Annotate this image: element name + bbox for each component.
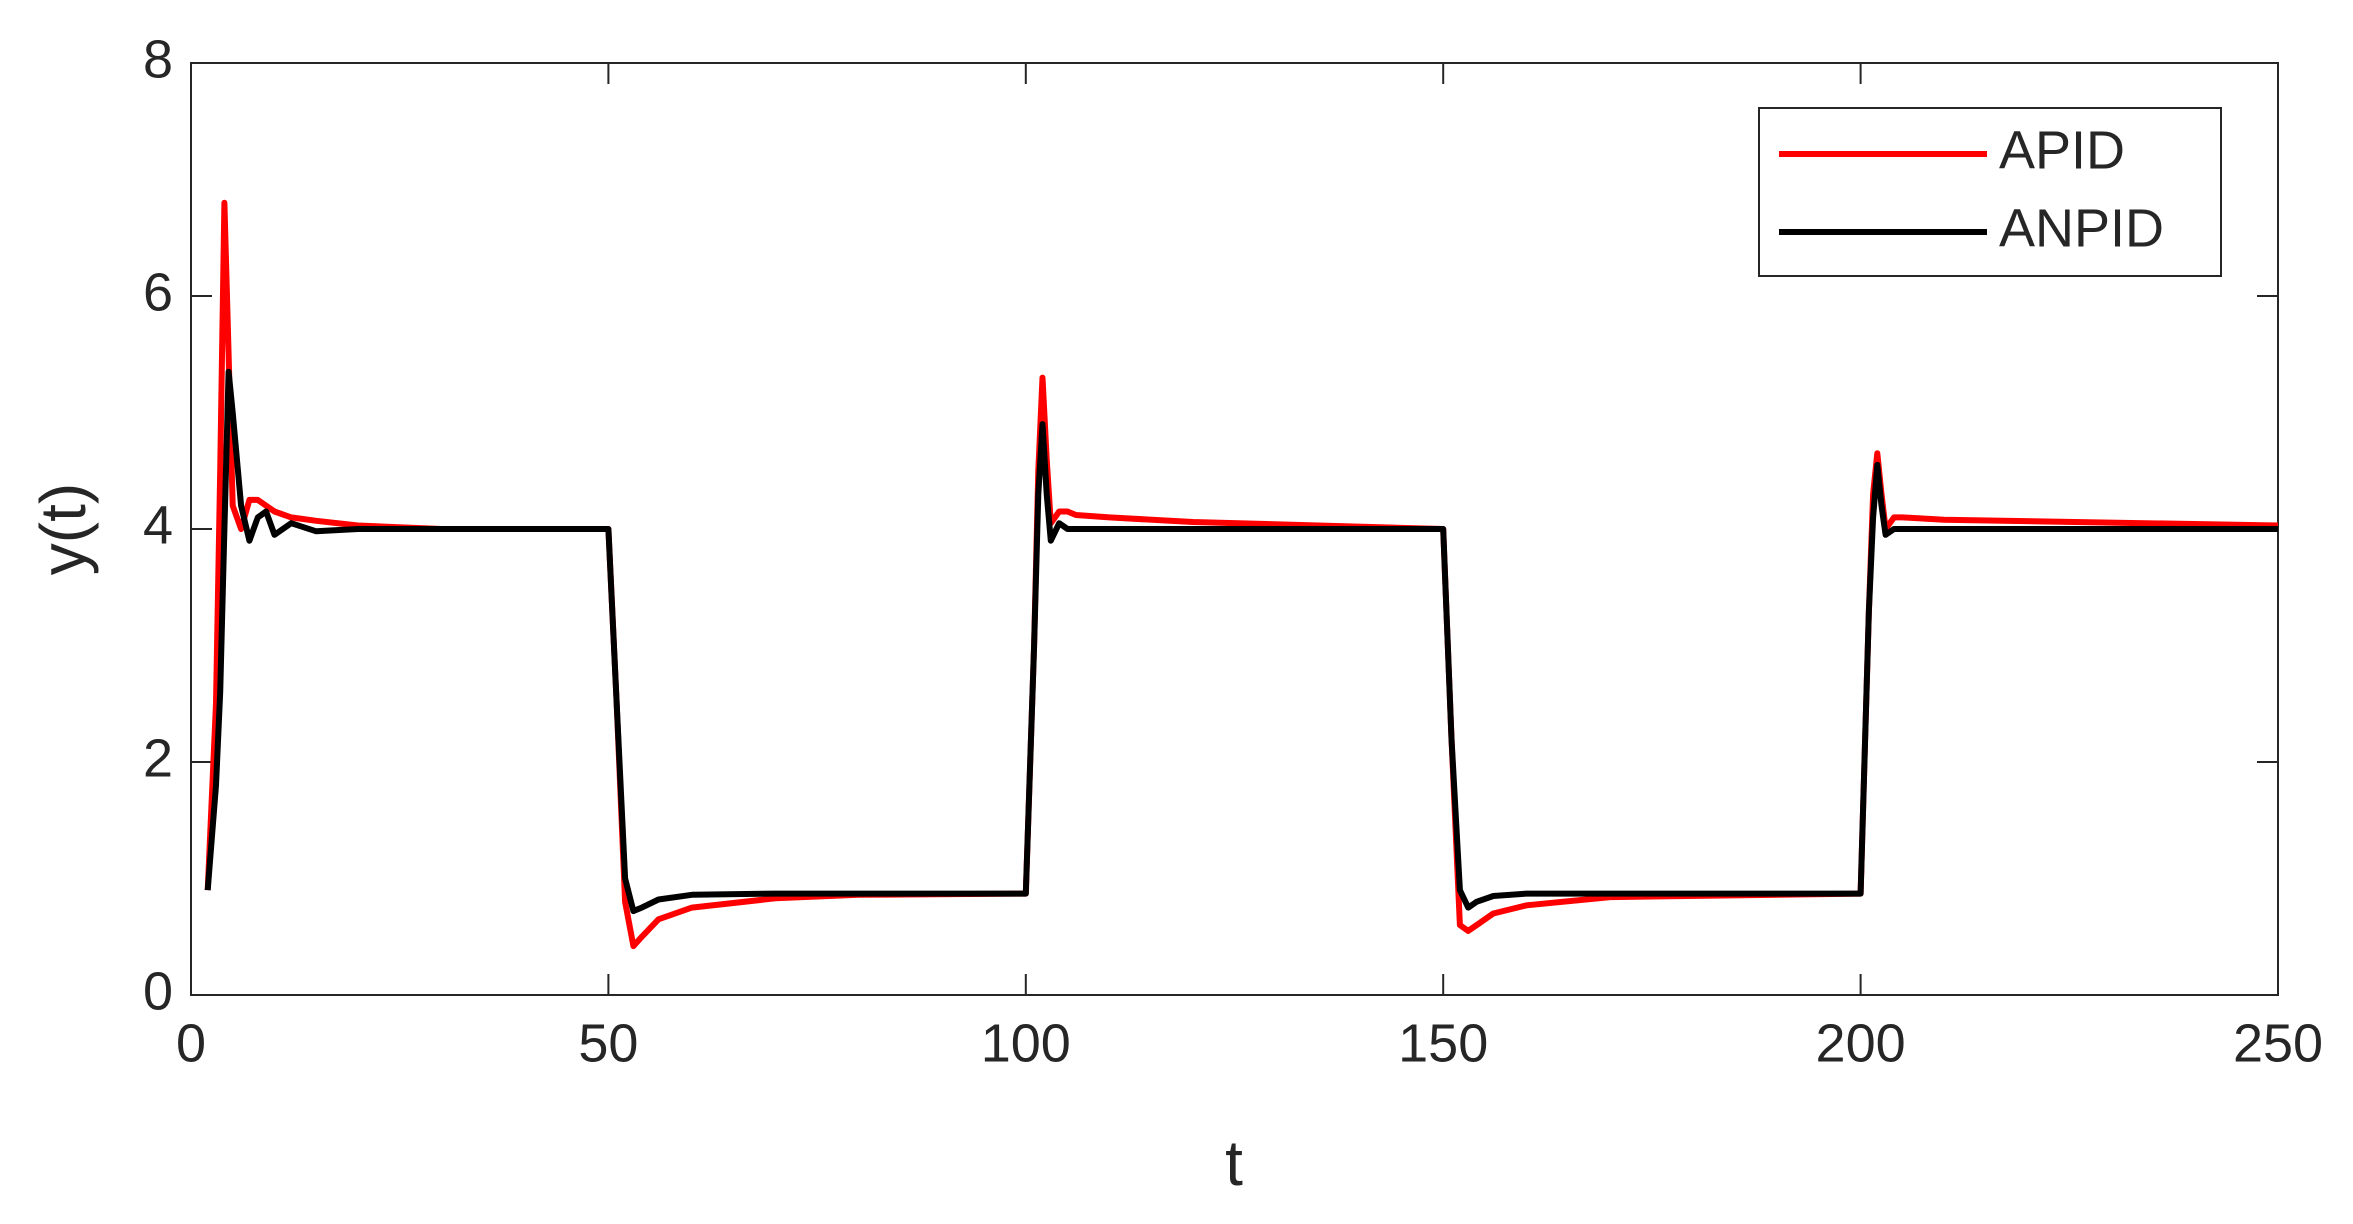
x-tick-label: 100 (981, 1013, 1071, 1073)
y-tick-label: 0 (143, 961, 173, 1021)
x-tick-label: 250 (2233, 1013, 2323, 1073)
y-tick-label: 2 (143, 728, 173, 788)
legend-box (1758, 107, 2222, 277)
y-tick-label: 6 (143, 262, 173, 322)
legend-label: ANPID (1999, 198, 2164, 258)
x-axis-label: t (1225, 1127, 1243, 1199)
y-tick-label: 8 (143, 29, 173, 89)
y-axis-label: y(t) (27, 483, 99, 575)
x-tick-label: 200 (1816, 1013, 1906, 1073)
legend-label: APID (1999, 120, 2125, 180)
x-tick-label: 150 (1398, 1013, 1488, 1073)
line (204, 368, 2278, 915)
x-tick-label: 0 (176, 1013, 206, 1073)
y-tick-label: 4 (143, 495, 173, 555)
x-tick-label: 50 (578, 1013, 638, 1073)
